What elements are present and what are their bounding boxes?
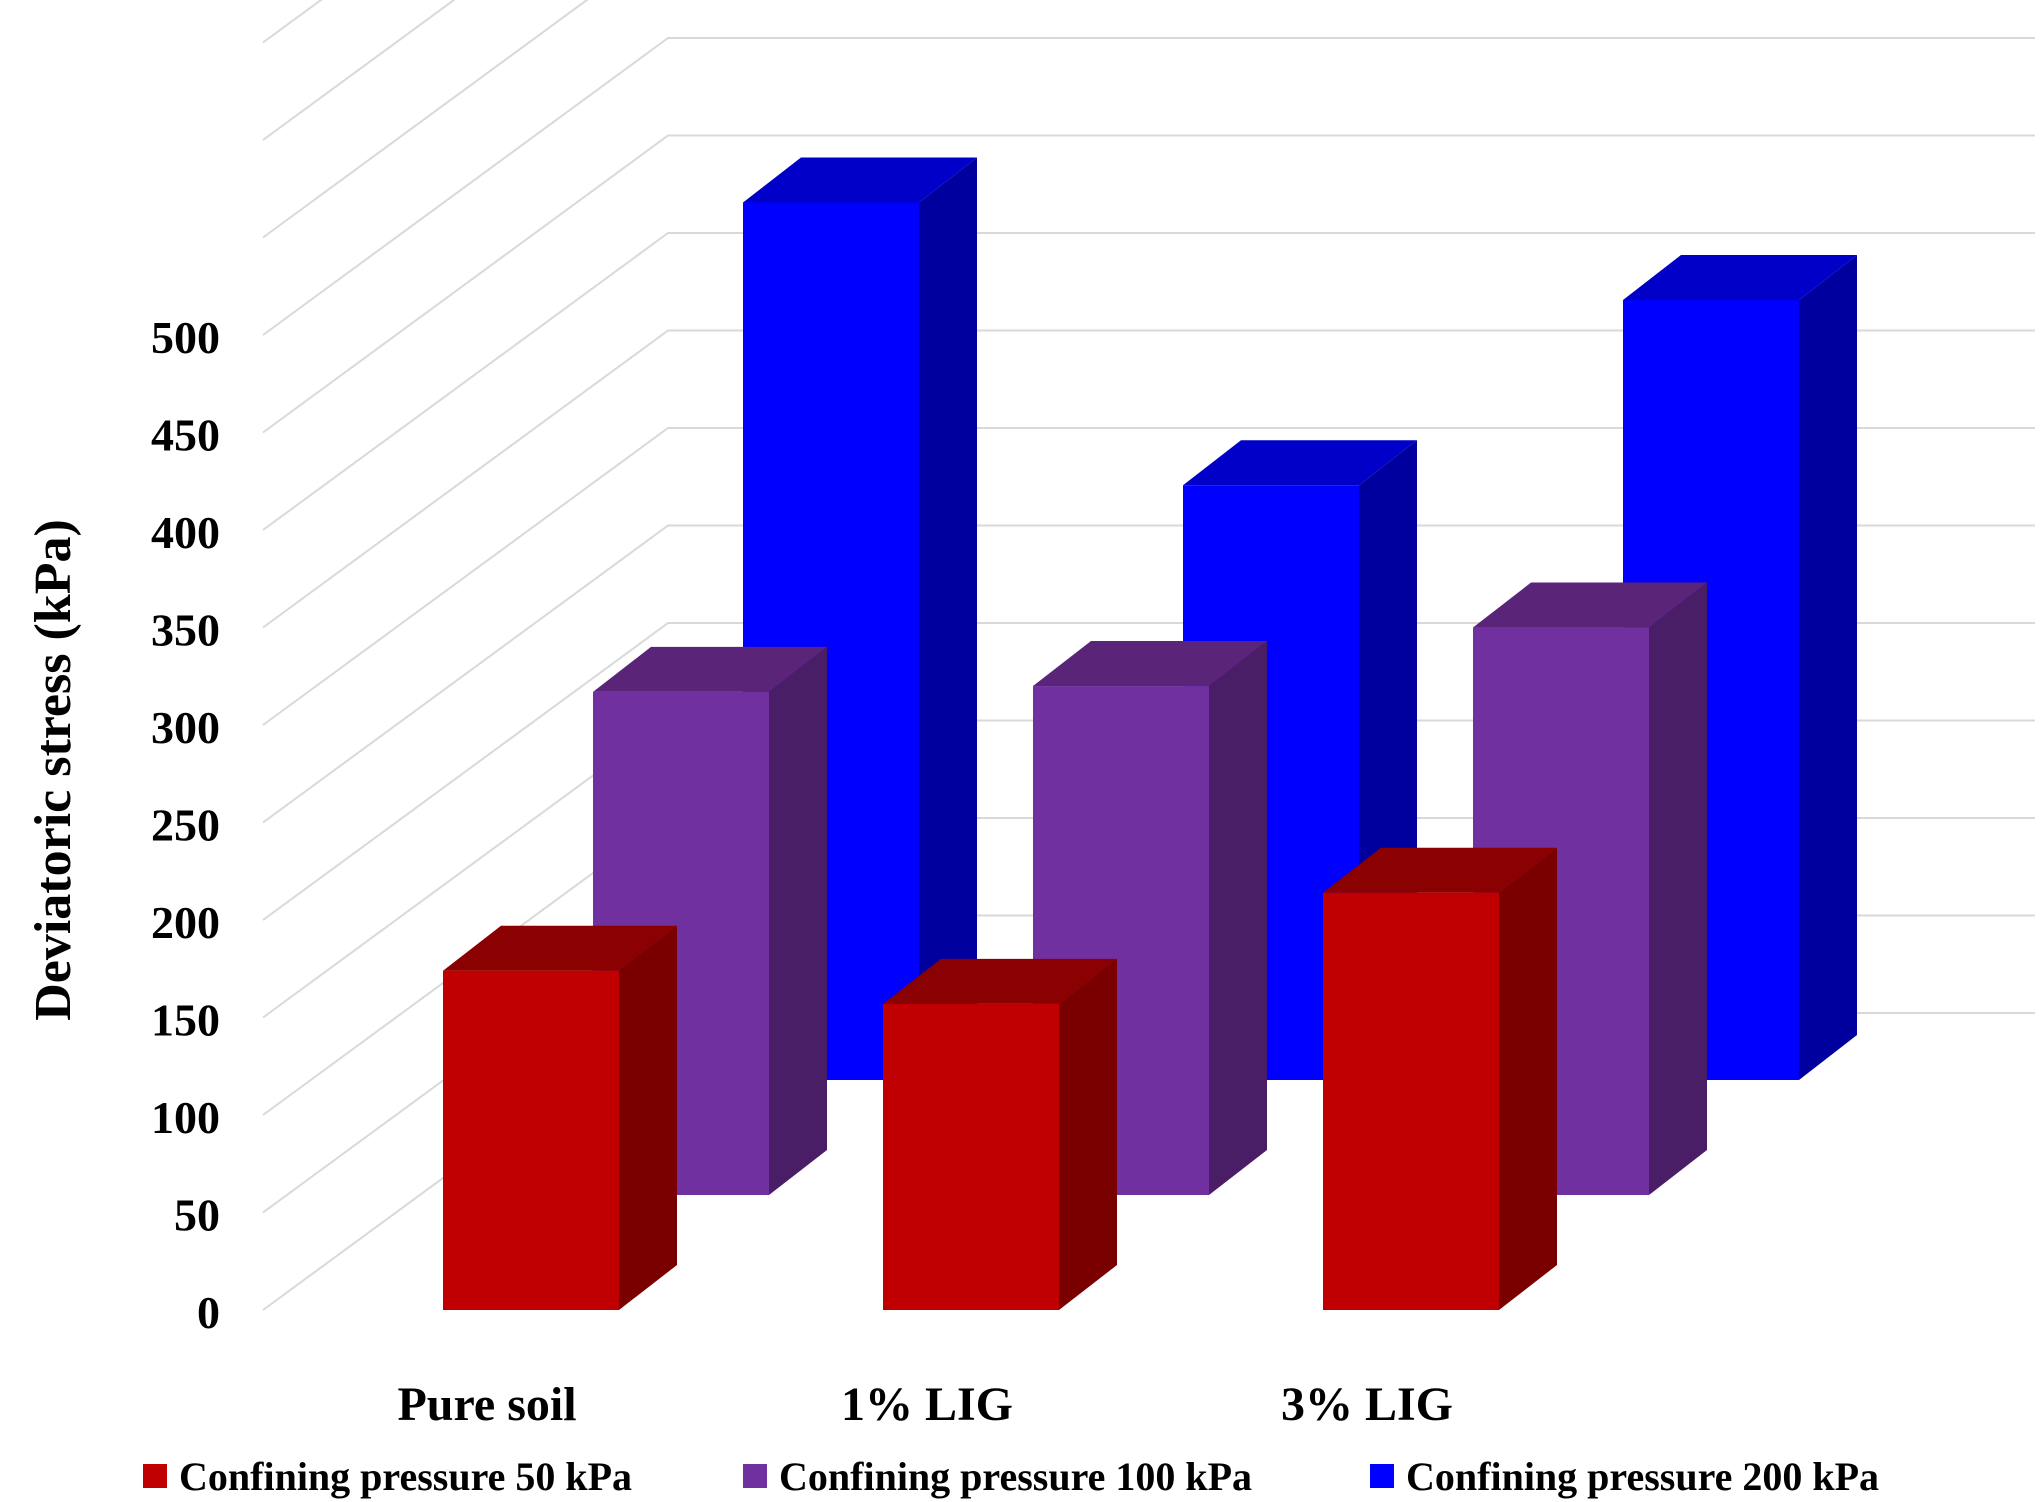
legend: Confining pressure 50 kPa Confining press… [143,1454,1879,1499]
legend-label: Confining pressure 50 kPa [179,1454,632,1499]
legend-swatch [743,1464,767,1488]
x-category-label: Pure soil [397,1378,576,1431]
x-axis-categories: Pure soil 1% LIG 3% LIG [397,1378,1453,1431]
grid-line [262,37,2035,336]
x-category-label: 1% LIG [841,1378,1013,1431]
grid-lines [262,0,2035,1311]
y-tick-label: 100 [151,1092,220,1143]
bar-top-face [1033,641,1267,687]
bar-top-face [1183,440,1417,486]
y-axis-label: Deviatoric stress (kPa) [25,519,82,1021]
x-category-label: 3% LIG [1281,1378,1453,1431]
bar-side-face [1499,847,1557,1310]
legend-swatch [1370,1464,1394,1488]
bar-side-face [769,646,827,1195]
grid-line [262,134,2035,434]
y-tick-label: 400 [151,507,220,558]
legend-swatch [143,1464,167,1488]
bar-top-face [1623,255,1857,300]
grid-line [262,232,2035,531]
bars [443,157,1857,1310]
bar-front-face [443,970,619,1310]
bar-side-face [1649,582,1707,1195]
grid-line [262,0,456,141]
bar-side-face [1059,958,1117,1310]
bar-top-face [1473,582,1707,628]
grid-line [262,329,2035,629]
grid-line [262,524,2035,824]
legend-item: Confining pressure 50 kPa [143,1454,632,1499]
y-tick-label: 450 [151,410,220,461]
y-tick-label: 150 [151,995,220,1046]
y-tick-label: 500 [151,312,220,363]
bar-confining-pressure-50-kpa-1-lig [883,958,1117,1310]
y-tick-label: 250 [151,800,220,851]
bar-confining-pressure-50-kpa-pure-soil [443,925,677,1310]
legend-item: Confining pressure 100 kPa [743,1454,1252,1499]
legend-item: Confining pressure 200 kPa [1370,1454,1879,1499]
bar-side-face [1209,641,1267,1195]
legend-label: Confining pressure 100 kPa [779,1454,1252,1499]
bar-confining-pressure-50-kpa-3-lig [1323,847,1557,1310]
bar-top-face [1323,847,1557,893]
grid-line [262,0,589,239]
y-tick-label: 50 [174,1190,220,1241]
y-tick-label: 350 [151,605,220,656]
bar-front-face [1323,892,1499,1310]
bar-top-face [743,157,977,203]
y-tick-label: 300 [151,702,220,753]
y-tick-label: 200 [151,897,220,948]
bar-top-face [593,646,827,692]
grid-line [262,0,323,44]
bar-top-face [883,958,1117,1004]
bar-top-face [443,925,677,971]
bar-side-face [619,925,677,1310]
grid-line [262,427,2035,726]
bar-side-face [1799,255,1857,1080]
y-tick-label: 0 [197,1287,220,1338]
bar-side-face [919,157,977,1080]
bar-confining-pressure-200-kpa-pure-soil [743,157,977,1080]
y-axis-ticks: 0 50 100 150 200 250 300 350 400 450 500 [151,312,220,1338]
bar-front-face [883,1003,1059,1310]
legend-label: Confining pressure 200 kPa [1406,1454,1879,1499]
